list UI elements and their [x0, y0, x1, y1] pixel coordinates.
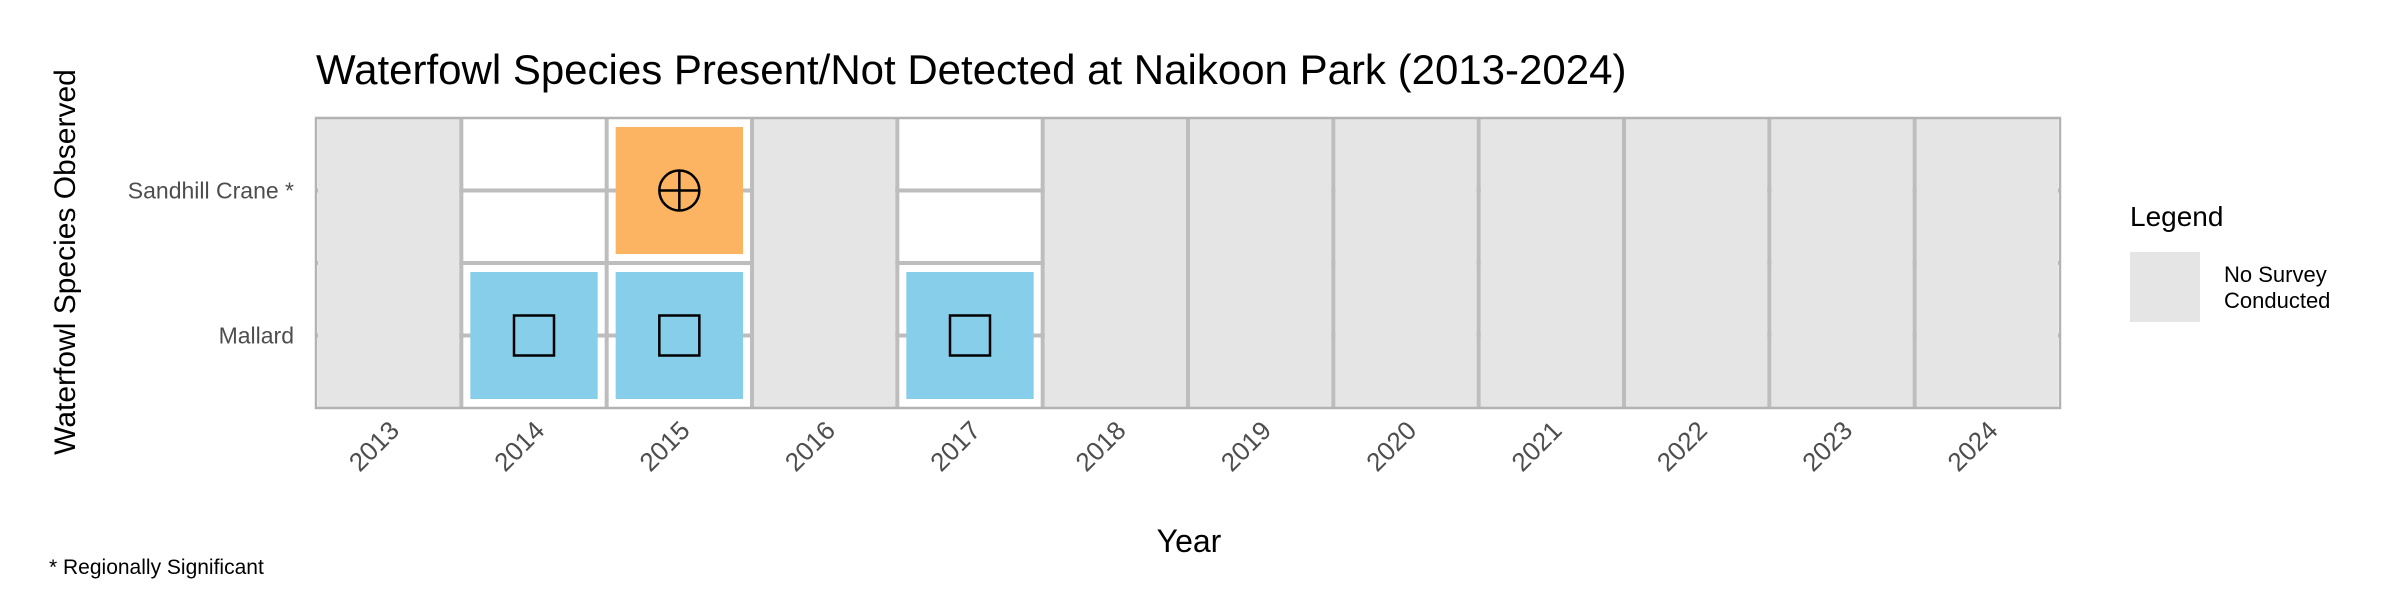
y-tick-label-mallard: Mallard	[219, 323, 294, 349]
x-tick-label-2022: 2022	[1651, 415, 1713, 477]
x-tick-label-2016: 2016	[779, 415, 841, 477]
x-tick-label-2018: 2018	[1069, 415, 1131, 477]
x-tick-label-2021: 2021	[1505, 415, 1567, 477]
no-survey-column-2024	[1916, 118, 2058, 408]
no-survey-column-2013	[318, 118, 460, 408]
no-survey-column-2022	[1626, 118, 1768, 408]
x-tick-label-2023: 2023	[1796, 415, 1858, 477]
legend-title: Legend	[2130, 201, 2223, 232]
circle-plus-marker-sandhill-crane-2015	[658, 169, 701, 212]
no-survey-column-2020	[1335, 118, 1477, 408]
panel-border	[314, 116, 2062, 410]
x-tick-label-2019: 2019	[1215, 415, 1277, 477]
x-tick-label-2020: 2020	[1360, 415, 1422, 477]
tile-mallard-2015	[615, 272, 743, 399]
square-marker-mallard-2017	[948, 314, 992, 357]
no-survey-column-2019	[1190, 118, 1332, 408]
plot-panel: Sandhill Crane * Mallard 2013 2014 2015 2016 2…	[128, 116, 2062, 477]
tile-mallard-2017	[906, 272, 1034, 399]
legend-key-no-survey	[2130, 252, 2200, 322]
legend-label-line-2: Conducted	[2224, 288, 2330, 313]
legend-label-line-1: No Survey	[2224, 262, 2327, 287]
no-survey-column-2023	[1771, 118, 1913, 408]
x-tick-label-2024: 2024	[1941, 415, 2003, 477]
square-marker-mallard-2015	[658, 314, 701, 357]
x-axis-label: Year	[1157, 523, 1222, 559]
no-survey-column-2018	[1044, 118, 1186, 408]
y-axis-label: Waterfowl Species Observed	[49, 69, 82, 455]
no-survey-column-2016	[754, 118, 896, 408]
footnote: * Regionally Significant	[49, 556, 264, 579]
square-marker-mallard-2014	[512, 314, 556, 357]
chart-title: Waterfowl Species Present/Not Detected a…	[316, 46, 1626, 93]
tile-mallard-2014	[470, 272, 598, 399]
no-survey-column-2021	[1480, 118, 1622, 408]
x-tick-label-2014: 2014	[488, 415, 550, 477]
x-tick-label-2015: 2015	[633, 415, 695, 477]
x-tick-label-2017: 2017	[924, 415, 986, 477]
y-tick-label-sandhill-crane: Sandhill Crane *	[128, 178, 294, 204]
x-tick-label-2013: 2013	[343, 415, 405, 477]
